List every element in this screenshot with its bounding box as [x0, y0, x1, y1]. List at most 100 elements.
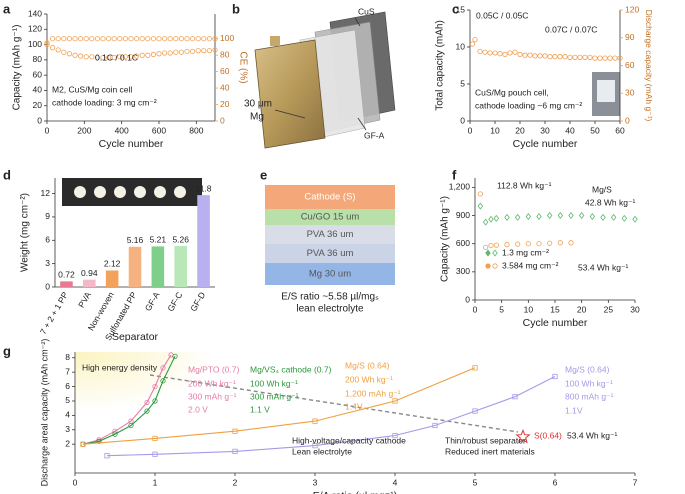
point [592, 55, 598, 61]
point [44, 40, 50, 46]
point [612, 55, 618, 61]
point [145, 36, 151, 42]
point [117, 54, 123, 60]
layer [265, 225, 395, 244]
x-tick-label: 25 [604, 304, 614, 314]
point [557, 54, 563, 60]
y-tick-label: 7 [65, 366, 70, 376]
inset-photo [597, 80, 615, 102]
point [49, 45, 56, 51]
point [504, 213, 510, 221]
point [482, 218, 489, 226]
point [156, 36, 162, 42]
y-tick-label: 12 [41, 188, 51, 198]
x-tick-label: 7 + 2 + 1 PP [38, 290, 70, 336]
y-tick-label: 100 [28, 39, 42, 49]
y2-tick-label: 20 [220, 99, 230, 109]
y-axis-label: Capacity (mAh g⁻¹) [12, 25, 23, 111]
point [178, 36, 184, 42]
series-line [82, 354, 172, 445]
annotation: 200 Wh kg⁻¹ [188, 378, 236, 388]
y-tick-label: 1,200 [449, 182, 471, 192]
annotation: Mg/S [592, 184, 612, 194]
point [602, 55, 608, 61]
point [617, 55, 623, 61]
value-label: 0.72 [58, 270, 75, 280]
point [525, 212, 532, 220]
point [568, 212, 574, 220]
point [587, 54, 593, 60]
point [122, 54, 129, 60]
point [96, 438, 102, 444]
x-tick-label: 0 [473, 304, 478, 314]
layer [265, 263, 395, 285]
y-tick-label: 0 [465, 294, 470, 304]
annotation: 1.1V [565, 405, 583, 415]
point [557, 212, 564, 220]
x-tick-label: 4 [393, 477, 398, 487]
point [55, 36, 61, 42]
annotation: CuS/Mg pouch cell, [475, 87, 549, 97]
point [527, 52, 533, 58]
point [488, 215, 494, 223]
point [100, 54, 106, 61]
point [568, 240, 574, 246]
x-tick-label: 50 [590, 125, 600, 135]
annotation: High-voltage/capacity cathode [292, 435, 406, 445]
x-tick-label: 20 [577, 304, 587, 314]
point [488, 242, 494, 249]
x-tick-label: 200 [77, 125, 91, 135]
x-axis-label: Separator [112, 331, 159, 343]
point [497, 51, 503, 57]
layer-label: Mg 30 um [309, 269, 351, 280]
legend-label: 1.3 mg cm⁻² [502, 247, 549, 257]
point [72, 36, 78, 42]
point [547, 54, 553, 60]
point [522, 52, 528, 58]
point [80, 441, 86, 447]
y2-tick-label: 100 [220, 33, 234, 43]
point [201, 48, 207, 54]
annotation: cathode loading ~6 mg cm⁻² [475, 100, 582, 110]
point [150, 36, 156, 42]
x-tick-label: 0 [45, 125, 50, 135]
annotation: 300 mAh g⁻¹ [188, 391, 237, 401]
y-tick-label: 5 [460, 78, 465, 88]
x-axis-label: Cycle number [523, 317, 588, 329]
point [190, 36, 196, 42]
layer [265, 185, 395, 209]
x-tick-label: 6 [553, 477, 558, 487]
x-tick-label: 30 [630, 304, 640, 314]
point [173, 49, 179, 55]
layer [265, 244, 395, 263]
annotation: Reduced inert materials [445, 446, 535, 456]
y-axis-label: Discharge areal capacity (mAh cm⁻²) [39, 339, 49, 487]
point [537, 53, 543, 59]
layer-label: PVA 36 um [307, 229, 354, 240]
point [515, 241, 521, 247]
battery-illustration [254, 11, 396, 149]
point [94, 36, 101, 42]
point [167, 36, 173, 42]
point [477, 191, 483, 197]
point [152, 383, 158, 390]
annotation: 100 Wh kg⁻¹ [565, 378, 613, 388]
y-tick-label: 60 [33, 69, 43, 79]
point [152, 451, 158, 457]
x-tick-label: 7 [633, 477, 638, 487]
caption: lean electrolyte [296, 304, 364, 315]
point [577, 54, 583, 60]
point [150, 51, 156, 58]
legend-label: 3.584 mg cm⁻² [502, 260, 559, 270]
annotation: 53.4 Wh kg⁻¹ [567, 430, 617, 440]
point [173, 36, 179, 42]
y-tick-label: 0 [37, 115, 42, 125]
point [184, 36, 190, 42]
value-label: 11.8 [196, 183, 212, 193]
point [83, 54, 89, 60]
series-label: Mg/VS₄ cathode (0.7) [250, 364, 332, 374]
point [477, 48, 483, 55]
point [104, 453, 110, 459]
y-tick-label: 9 [45, 211, 50, 221]
